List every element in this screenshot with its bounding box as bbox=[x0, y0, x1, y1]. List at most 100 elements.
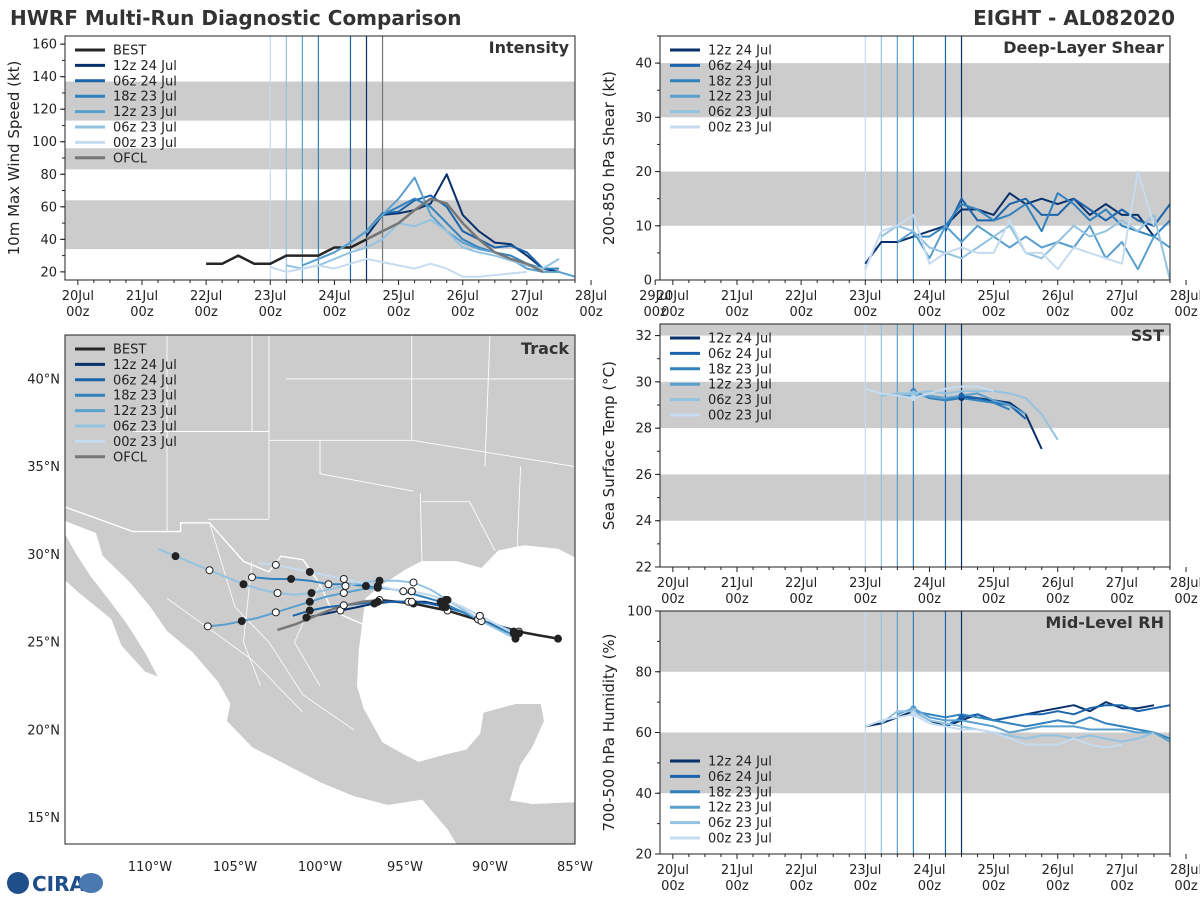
lat-tick-label: 30°N bbox=[27, 548, 60, 563]
x-tick-label: 27Jul bbox=[511, 289, 543, 304]
series-line-00z-23-jul bbox=[270, 257, 527, 278]
legend-label: OFCL bbox=[113, 151, 148, 166]
track-marker bbox=[373, 597, 382, 606]
x-tick-label: 00z bbox=[1046, 592, 1070, 607]
x-tick-label: 00z bbox=[194, 305, 218, 320]
y-tick-label: 32 bbox=[635, 329, 652, 344]
legend-label: 06z 24 Jul bbox=[113, 74, 177, 89]
legend-label: 18z 23 Jul bbox=[708, 362, 772, 377]
track-marker bbox=[302, 613, 311, 622]
x-tick-label: 00z bbox=[661, 305, 685, 320]
y-tick-label: 100 bbox=[627, 605, 652, 620]
panel-intensity: 2040608010012014016020Jul00z21Jul00z22Ju… bbox=[5, 35, 671, 320]
state-boundary bbox=[516, 466, 522, 548]
track-marker bbox=[407, 587, 416, 596]
track-marker bbox=[339, 589, 348, 598]
y-tick-label: 0 bbox=[644, 274, 652, 289]
track-marker bbox=[339, 601, 348, 610]
mexico-state-boundary bbox=[243, 561, 261, 687]
track-marker bbox=[324, 580, 333, 589]
panel-title: Intensity bbox=[489, 38, 570, 57]
y-tick-label: 26 bbox=[635, 468, 652, 483]
x-tick-label: 00z bbox=[387, 305, 411, 320]
x-tick-label: 00z bbox=[789, 592, 813, 607]
shaded-band bbox=[660, 324, 1170, 336]
y-tick-label: 160 bbox=[32, 38, 57, 53]
x-tick-label: 20Jul bbox=[657, 289, 689, 304]
track-marker bbox=[407, 597, 416, 606]
x-tick-label: 24Jul bbox=[913, 289, 945, 304]
x-tick-label: 24Jul bbox=[913, 863, 945, 878]
series-line-12z-23-jul bbox=[896, 224, 1170, 271]
track-marker bbox=[237, 617, 246, 626]
track-marker bbox=[441, 596, 450, 605]
legend-label: 12z 24 Jul bbox=[113, 358, 177, 373]
x-tick-label: 23Jul bbox=[849, 289, 881, 304]
x-tick-label: 29Jul bbox=[639, 289, 671, 304]
x-tick-label: 22Jul bbox=[785, 863, 817, 878]
track-marker bbox=[287, 574, 296, 583]
x-tick-label: 26Jul bbox=[1042, 289, 1074, 304]
y-tick-label: 140 bbox=[32, 70, 57, 85]
lon-tick-label: 85°W bbox=[557, 860, 593, 875]
x-tick-label: 00z bbox=[854, 879, 878, 894]
x-tick-label: 00z bbox=[1110, 305, 1134, 320]
x-tick-label: 28Jul bbox=[1170, 289, 1200, 304]
legend-label: BEST bbox=[113, 343, 146, 358]
x-tick-label: 24Jul bbox=[913, 576, 945, 591]
x-tick-label: 20Jul bbox=[62, 289, 94, 304]
y-tick-label: 10 bbox=[635, 219, 652, 234]
x-tick-label: 25Jul bbox=[977, 576, 1009, 591]
x-tick-label: 26Jul bbox=[1042, 576, 1074, 591]
panel-title: Deep-Layer Shear bbox=[1003, 38, 1164, 57]
x-tick-label: 00z bbox=[725, 592, 749, 607]
legend-label: 00z 23 Jul bbox=[113, 435, 177, 450]
series-marker bbox=[958, 392, 965, 399]
state-boundary bbox=[469, 501, 496, 552]
shaded-band bbox=[65, 148, 575, 170]
legend-label: 06z 23 Jul bbox=[113, 420, 177, 435]
legend-label: BEST bbox=[113, 44, 146, 59]
country-border bbox=[65, 506, 368, 628]
x-tick-label: 00z bbox=[1046, 879, 1070, 894]
map-area bbox=[65, 335, 575, 844]
x-tick-label: 26Jul bbox=[1042, 863, 1074, 878]
x-tick-label: 00z bbox=[66, 305, 90, 320]
x-tick-label: 00z bbox=[1046, 305, 1070, 320]
track-marker bbox=[273, 589, 282, 598]
logo-globe-icon bbox=[7, 872, 29, 894]
lat-tick-label: 40°N bbox=[27, 372, 60, 387]
x-tick-label: 00z bbox=[725, 879, 749, 894]
x-tick-label: 24Jul bbox=[318, 289, 350, 304]
legend-label: OFCL bbox=[113, 450, 148, 465]
y-tick-label: 80 bbox=[40, 168, 57, 183]
x-tick-label: 20Jul bbox=[657, 863, 689, 878]
x-tick-label: 00z bbox=[323, 305, 347, 320]
plot-area bbox=[65, 36, 575, 280]
x-tick-label: 28Jul bbox=[1170, 576, 1200, 591]
mexico-state-boundary bbox=[166, 597, 304, 713]
x-tick-label: 00z bbox=[982, 592, 1006, 607]
x-tick-label: 21Jul bbox=[721, 289, 753, 304]
x-tick-label: 00z bbox=[644, 305, 668, 320]
land-baja bbox=[65, 532, 160, 679]
series-marker bbox=[910, 390, 917, 397]
lon-tick-label: 105°W bbox=[213, 860, 257, 875]
shaded-band bbox=[660, 474, 1170, 521]
track-marker bbox=[305, 597, 314, 606]
panel-title: SST bbox=[1131, 326, 1164, 345]
x-tick-label: 00z bbox=[1174, 879, 1198, 894]
land-north-america bbox=[65, 335, 575, 844]
state-boundary bbox=[419, 492, 423, 562]
y-tick-label: 60 bbox=[40, 200, 57, 215]
y-tick-label: 22 bbox=[635, 561, 652, 576]
plot-area bbox=[660, 611, 1170, 854]
y-tick-label: 24 bbox=[635, 514, 652, 529]
y-tick-label: 28 bbox=[635, 422, 652, 437]
track-marker bbox=[339, 574, 348, 583]
track-marker bbox=[399, 587, 408, 596]
legend-label: 12z 24 Jul bbox=[113, 59, 177, 74]
